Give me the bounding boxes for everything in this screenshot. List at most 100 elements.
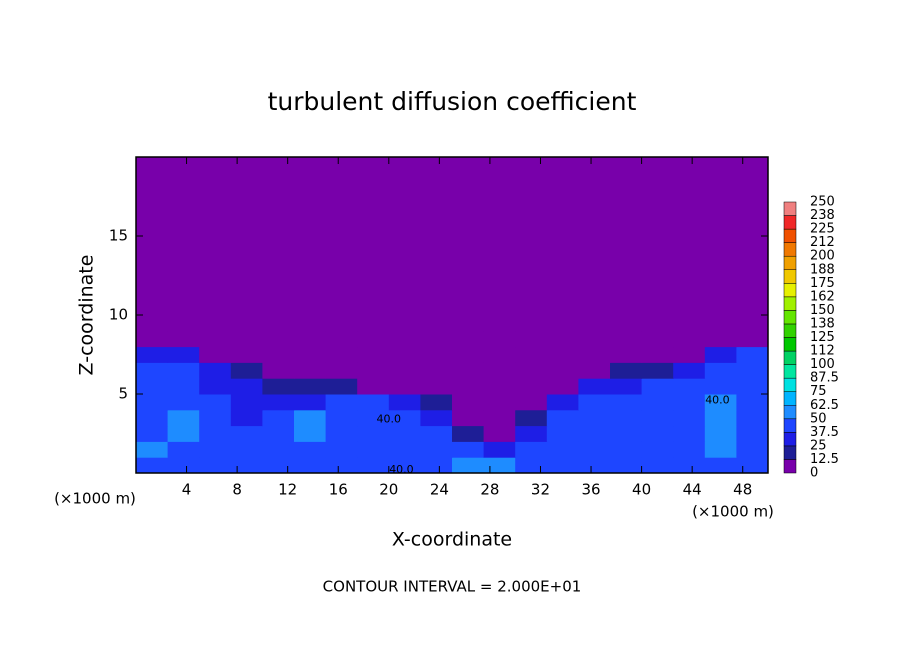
field-cell bbox=[230, 346, 263, 363]
field-cell bbox=[673, 362, 706, 379]
field-cell bbox=[515, 457, 548, 474]
field-cell bbox=[357, 346, 390, 363]
colorbar-label: 150 bbox=[810, 303, 835, 318]
contour-label: 40.0 bbox=[705, 393, 730, 406]
field-cell bbox=[641, 441, 674, 458]
field-cell bbox=[641, 425, 674, 442]
field-cell bbox=[641, 394, 674, 411]
field-cell bbox=[262, 394, 295, 411]
colorbar-label: 238 bbox=[810, 208, 835, 223]
colorbar-swatch bbox=[783, 405, 797, 420]
colorbar-swatch bbox=[783, 350, 797, 365]
colorbar-swatch bbox=[783, 364, 797, 379]
field-cell bbox=[230, 441, 263, 458]
field-cell bbox=[262, 157, 295, 332]
y-tick-label: 5 bbox=[118, 385, 128, 403]
field-cell bbox=[673, 457, 706, 474]
field-cell bbox=[262, 457, 295, 474]
field-cell bbox=[136, 409, 169, 427]
field-cell bbox=[515, 394, 548, 411]
field-cell bbox=[167, 330, 200, 348]
field-cell bbox=[515, 409, 548, 427]
field-cell bbox=[325, 330, 358, 348]
field-cell bbox=[167, 425, 200, 442]
field-cell bbox=[262, 346, 295, 363]
field-cell bbox=[641, 346, 674, 363]
x-tick-label: 16 bbox=[329, 481, 348, 499]
contour-label: 40.0 bbox=[389, 463, 414, 476]
colorbar-label: 138 bbox=[810, 316, 835, 331]
field-cell bbox=[546, 409, 579, 427]
field-cell bbox=[736, 394, 769, 411]
colorbar-swatch bbox=[783, 283, 797, 298]
field-cell bbox=[578, 330, 611, 348]
field-cell bbox=[230, 330, 263, 348]
field-cell bbox=[136, 441, 169, 458]
x-tick-label: 48 bbox=[733, 481, 752, 499]
field-cell bbox=[578, 157, 611, 332]
field-cell bbox=[230, 409, 263, 427]
field-cell bbox=[388, 409, 421, 427]
field-cell bbox=[167, 362, 200, 379]
field-cell bbox=[325, 378, 358, 395]
field-cell bbox=[230, 157, 263, 332]
field-cell bbox=[357, 394, 390, 411]
colorbar-swatch bbox=[783, 255, 797, 271]
contour-label: 40.0 bbox=[377, 412, 402, 425]
field-cell bbox=[388, 157, 421, 332]
field-cell bbox=[578, 394, 611, 411]
field-cell bbox=[483, 394, 516, 411]
colorbar-swatch bbox=[783, 269, 797, 284]
field-cell bbox=[136, 425, 169, 442]
field-cell bbox=[136, 394, 169, 411]
field-cell bbox=[736, 409, 769, 427]
colorbar-label: 175 bbox=[810, 276, 835, 291]
field-cell bbox=[199, 394, 232, 411]
colorbar-label: 25 bbox=[810, 438, 827, 453]
field-cell bbox=[452, 346, 485, 363]
field-cell bbox=[420, 441, 453, 458]
field-cell bbox=[704, 394, 737, 411]
field-cell bbox=[388, 330, 421, 348]
field-cell bbox=[546, 394, 579, 411]
field-cell bbox=[294, 346, 327, 363]
field-cell bbox=[199, 362, 232, 379]
field-cell bbox=[199, 330, 232, 348]
colorbar-label: 0 bbox=[810, 466, 818, 481]
field-cell bbox=[262, 330, 295, 348]
colorbar-swatch bbox=[783, 377, 797, 392]
field-cell bbox=[167, 378, 200, 395]
field-cell bbox=[578, 346, 611, 363]
field-cell bbox=[262, 441, 295, 458]
field-cell bbox=[230, 362, 263, 379]
field-cell bbox=[325, 441, 358, 458]
field-cell bbox=[736, 346, 769, 363]
field-cell bbox=[704, 346, 737, 363]
field-cell bbox=[294, 409, 327, 427]
field-cell bbox=[610, 362, 643, 379]
field-cell bbox=[673, 330, 706, 348]
field-cell bbox=[294, 394, 327, 411]
field-cell bbox=[325, 157, 358, 332]
field-cell bbox=[167, 409, 200, 427]
field-cell bbox=[515, 157, 548, 332]
field-cell bbox=[420, 378, 453, 395]
field-cell bbox=[357, 409, 390, 427]
field-cell bbox=[483, 409, 516, 427]
field-cell bbox=[420, 409, 453, 427]
colorbar-label: 188 bbox=[810, 262, 835, 277]
field-cell bbox=[546, 441, 579, 458]
field-cell bbox=[610, 409, 643, 427]
field-cell bbox=[610, 157, 643, 332]
field-cell bbox=[230, 425, 263, 442]
field-cell bbox=[515, 330, 548, 348]
field-cell bbox=[388, 394, 421, 411]
field-cell bbox=[325, 394, 358, 411]
field-cell bbox=[199, 441, 232, 458]
colorbar-swatch bbox=[783, 459, 797, 474]
field-cell bbox=[546, 157, 579, 332]
field-cell bbox=[673, 394, 706, 411]
field-cell bbox=[483, 425, 516, 442]
field-cell bbox=[736, 425, 769, 442]
y-tick-label: 15 bbox=[109, 227, 128, 245]
